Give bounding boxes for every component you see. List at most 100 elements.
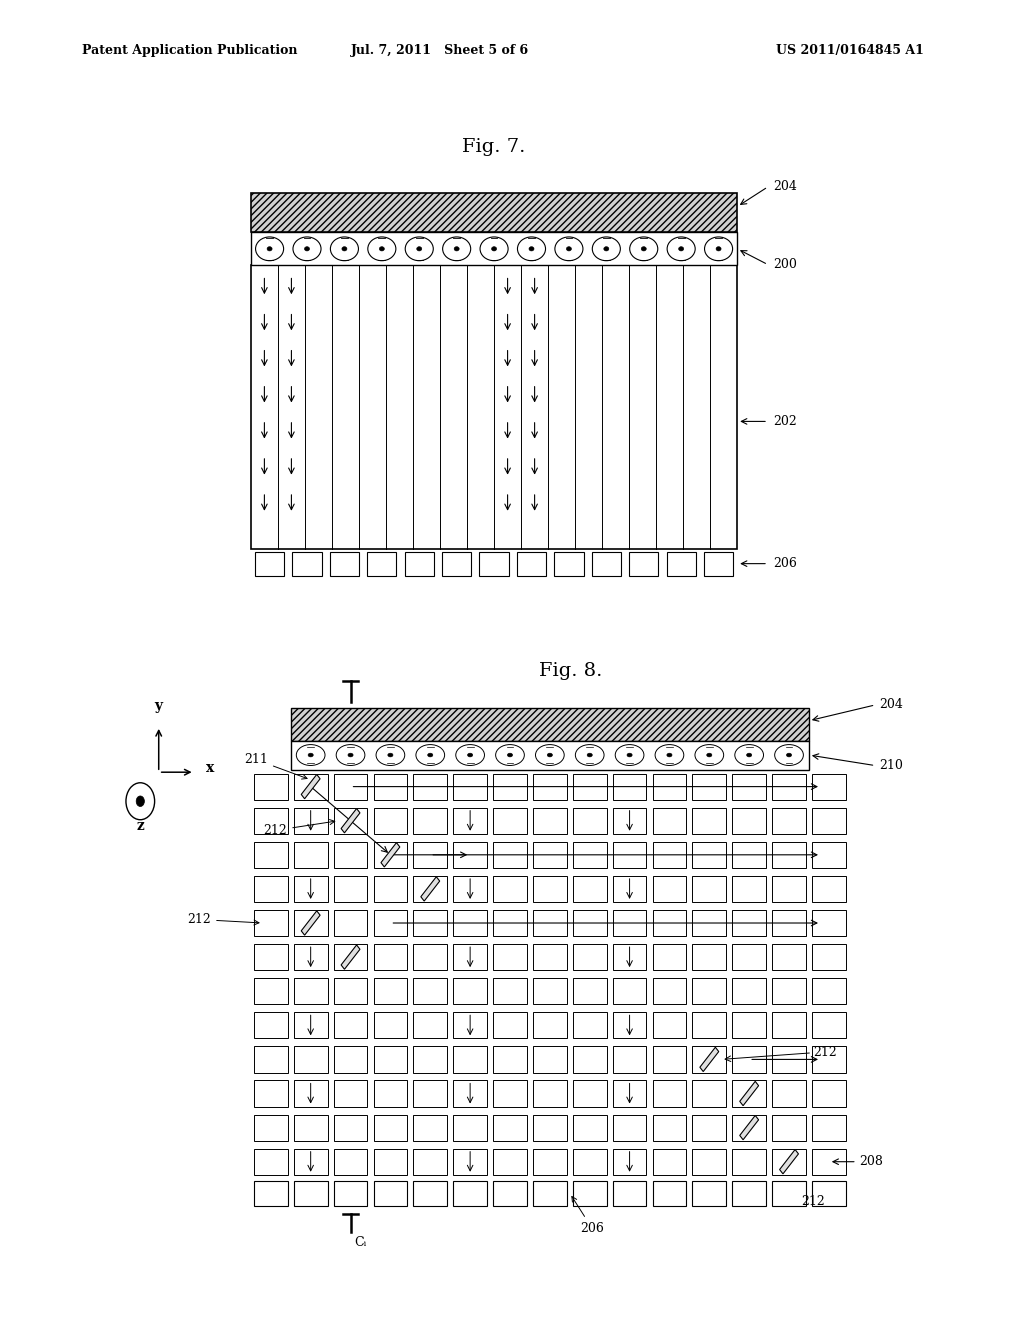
Bar xyxy=(732,1114,766,1140)
Bar xyxy=(652,944,686,970)
Bar xyxy=(534,1148,566,1175)
Bar xyxy=(572,1047,606,1072)
Bar xyxy=(612,876,646,902)
Text: 206: 206 xyxy=(773,557,797,570)
Bar xyxy=(254,876,288,902)
Bar xyxy=(294,1047,328,1072)
Bar xyxy=(572,978,606,1005)
Ellipse shape xyxy=(630,236,657,261)
Bar xyxy=(692,1047,726,1072)
Bar xyxy=(454,1148,487,1175)
Bar xyxy=(534,774,566,800)
Polygon shape xyxy=(341,809,360,833)
Bar xyxy=(572,1180,606,1206)
Bar xyxy=(454,944,487,970)
Bar xyxy=(812,944,846,970)
Bar xyxy=(703,552,733,576)
Bar xyxy=(454,774,487,800)
Ellipse shape xyxy=(468,754,473,756)
Bar xyxy=(667,552,695,576)
Bar xyxy=(534,944,566,970)
Bar xyxy=(554,552,584,576)
Bar xyxy=(772,1012,806,1039)
Bar xyxy=(494,1180,527,1206)
Ellipse shape xyxy=(508,754,513,756)
Bar xyxy=(294,774,328,800)
Bar xyxy=(534,842,566,869)
Bar xyxy=(692,876,726,902)
Polygon shape xyxy=(699,1047,719,1072)
Bar xyxy=(374,808,408,834)
Bar xyxy=(414,978,447,1005)
Text: Jul. 7, 2011   Sheet 5 of 6: Jul. 7, 2011 Sheet 5 of 6 xyxy=(351,44,529,57)
Bar xyxy=(254,978,288,1005)
Bar xyxy=(494,842,526,869)
Ellipse shape xyxy=(368,236,396,261)
Ellipse shape xyxy=(655,744,684,766)
Bar xyxy=(414,1080,447,1106)
Bar xyxy=(732,774,766,800)
Polygon shape xyxy=(301,911,321,935)
Polygon shape xyxy=(421,876,439,902)
Bar xyxy=(812,1047,846,1072)
Ellipse shape xyxy=(695,744,724,766)
Bar xyxy=(454,1180,487,1206)
Bar xyxy=(772,1180,806,1206)
Ellipse shape xyxy=(480,236,508,261)
Bar xyxy=(414,1180,447,1206)
Bar xyxy=(414,1114,447,1140)
Text: Fig. 7.: Fig. 7. xyxy=(463,137,525,156)
Bar xyxy=(732,1148,766,1175)
Bar xyxy=(572,1012,606,1039)
Bar xyxy=(494,774,526,800)
Text: z: z xyxy=(136,820,144,833)
Bar xyxy=(294,1114,328,1140)
Text: 202: 202 xyxy=(773,414,797,428)
Bar xyxy=(572,842,606,869)
Bar xyxy=(812,1180,846,1206)
Bar xyxy=(652,876,686,902)
Bar xyxy=(414,808,447,834)
Polygon shape xyxy=(301,775,321,799)
Ellipse shape xyxy=(428,754,433,756)
Bar xyxy=(254,1114,288,1140)
Bar xyxy=(534,1080,566,1106)
Ellipse shape xyxy=(388,754,393,756)
Ellipse shape xyxy=(496,744,524,766)
Bar xyxy=(494,1080,526,1106)
Bar xyxy=(494,1012,526,1039)
Bar xyxy=(294,876,328,902)
Bar xyxy=(374,978,408,1005)
Bar xyxy=(772,1080,806,1106)
Bar xyxy=(454,909,487,936)
Bar xyxy=(612,909,646,936)
Bar xyxy=(652,808,686,834)
Bar xyxy=(294,1180,328,1206)
Bar xyxy=(534,808,566,834)
Bar xyxy=(612,1080,646,1106)
Text: 204: 204 xyxy=(773,181,797,193)
Bar xyxy=(374,1148,408,1175)
Bar xyxy=(692,1114,726,1140)
Ellipse shape xyxy=(336,744,365,766)
Bar xyxy=(812,1148,846,1175)
Bar xyxy=(334,842,368,869)
Ellipse shape xyxy=(348,754,353,756)
Bar xyxy=(494,876,526,902)
Bar xyxy=(652,1080,686,1106)
Bar xyxy=(291,741,809,770)
Bar xyxy=(294,808,328,834)
Bar xyxy=(534,909,566,936)
Bar xyxy=(692,1180,726,1206)
Bar xyxy=(732,1012,766,1039)
Bar xyxy=(732,808,766,834)
Bar xyxy=(334,1148,368,1175)
Ellipse shape xyxy=(536,744,564,766)
Text: Fig. 8.: Fig. 8. xyxy=(539,661,602,680)
Text: 212: 212 xyxy=(263,820,335,837)
Bar xyxy=(454,1080,487,1106)
Text: 200: 200 xyxy=(773,259,797,271)
Bar xyxy=(629,552,658,576)
Bar xyxy=(291,708,809,741)
Bar xyxy=(772,1114,806,1140)
